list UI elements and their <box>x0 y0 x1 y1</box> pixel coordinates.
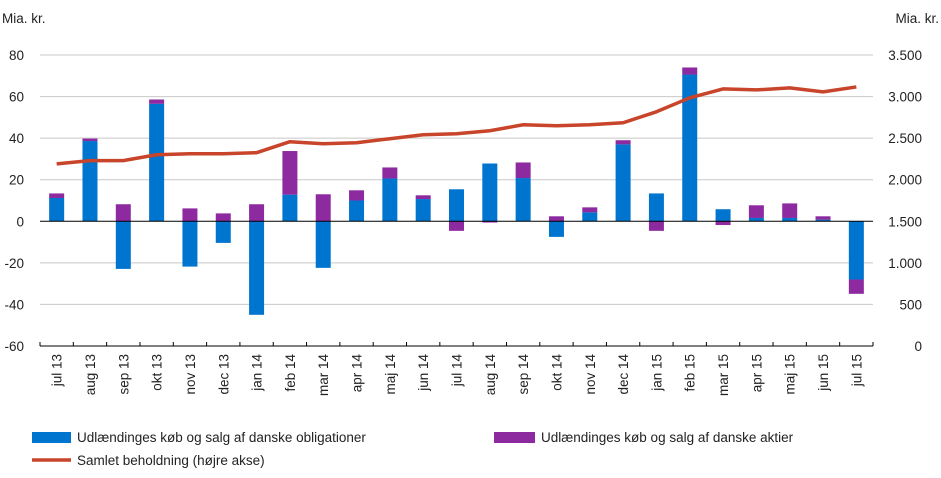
x-tick-label: sep 14 <box>516 354 531 395</box>
right-tick-label: 2.500 <box>888 131 922 146</box>
left-tick-label: -20 <box>4 256 24 271</box>
right-tick-label: 1.000 <box>888 256 922 271</box>
bar-bonds <box>482 164 497 222</box>
bar-bonds <box>182 221 197 266</box>
x-tick-label: maj 14 <box>383 354 398 395</box>
legend-label-total: Samlet beholdning (højre akse) <box>77 453 265 468</box>
left-tick-label: 20 <box>9 173 24 188</box>
right-tick-label: 3.000 <box>888 90 922 105</box>
bar-bonds <box>516 178 531 221</box>
bar-bonds <box>82 141 97 221</box>
x-tick-label: apr 15 <box>749 354 764 392</box>
x-tick-label: feb 14 <box>283 354 298 392</box>
x-tick-label: jun 14 <box>416 354 431 392</box>
x-tick-label: jan 14 <box>250 354 265 392</box>
bar-bonds <box>449 189 464 221</box>
bar-bonds <box>282 195 297 222</box>
bar-stocks <box>49 193 64 198</box>
bar-bonds <box>149 104 164 221</box>
x-tick-label: feb 15 <box>683 354 698 392</box>
x-tick-label: jul 15 <box>849 354 864 387</box>
left-tick-label: 0 <box>16 214 24 229</box>
bar-bonds <box>216 221 231 243</box>
bar-stocks <box>349 190 364 200</box>
x-tick-label: mar 14 <box>316 354 331 397</box>
bar-stocks <box>749 205 764 218</box>
bar-bonds <box>616 144 631 221</box>
right-axis-label: Mia. kr. <box>895 11 939 26</box>
x-tick-label: aug 13 <box>83 354 98 395</box>
bar-stocks <box>416 195 431 199</box>
x-tick-label: aug 14 <box>483 354 498 396</box>
right-tick-label: 2.000 <box>888 173 922 188</box>
bar-stocks <box>382 167 397 178</box>
bar-bonds <box>649 193 664 221</box>
legend-label-stocks: Udlændinges køb og salg af danske aktier <box>541 430 794 445</box>
bar-stocks <box>282 151 297 195</box>
bar-stocks <box>616 140 631 144</box>
bar-bonds <box>382 178 397 221</box>
x-tick-label: dec 14 <box>616 354 631 395</box>
bar-bonds <box>582 212 597 221</box>
bar-bonds <box>249 221 264 315</box>
line-total-holdings <box>57 87 857 164</box>
bar-stocks <box>449 221 464 231</box>
bar-stocks <box>316 194 331 221</box>
x-tick-label: okt 14 <box>549 354 564 391</box>
x-tick-label: nov 14 <box>583 354 598 395</box>
bar-stocks <box>82 139 97 141</box>
left-tick-label: -40 <box>4 297 24 312</box>
left-tick-label: 80 <box>9 48 24 63</box>
x-tick-label: maj 15 <box>783 354 798 395</box>
x-tick-label: mar 15 <box>716 354 731 396</box>
x-tick-label: jul 14 <box>450 354 465 388</box>
x-tick-label: okt 13 <box>150 354 165 391</box>
bar-bonds <box>549 221 564 237</box>
bar-stocks <box>649 221 664 231</box>
bar-stocks <box>716 221 731 225</box>
bar-stocks <box>549 216 564 221</box>
x-tick-label: sep 13 <box>116 354 131 395</box>
legend-label-bonds: Udlændinges køb og salg af danske obliga… <box>77 430 366 445</box>
bar-bonds <box>416 199 431 221</box>
bar-bonds <box>716 209 731 221</box>
bar-stocks <box>216 213 231 221</box>
bar-stocks <box>516 162 531 178</box>
right-tick-label: 0 <box>914 339 922 354</box>
bar-bonds <box>49 198 64 221</box>
legend-swatch-stocks <box>494 432 535 443</box>
bar-stocks <box>682 67 697 74</box>
bar-stocks <box>182 208 197 221</box>
bar-bonds <box>316 221 331 268</box>
left-tick-label: 60 <box>9 90 24 105</box>
left-tick-label: 40 <box>9 131 24 146</box>
bar-bonds <box>349 201 364 222</box>
left-tick-label: -60 <box>4 339 24 354</box>
bar-stocks <box>582 207 597 212</box>
bar-stocks <box>149 99 164 103</box>
right-tick-label: 500 <box>899 297 922 312</box>
x-tick-label: apr 14 <box>350 354 365 393</box>
bar-stocks <box>849 279 864 293</box>
x-tick-label: jul 13 <box>50 354 65 387</box>
bar-stocks <box>249 204 264 221</box>
x-tick-label: jun 15 <box>816 354 831 392</box>
bar-stocks <box>816 216 831 219</box>
bar-bonds <box>849 221 864 279</box>
legend-swatch-bonds <box>32 432 71 443</box>
right-tick-label: 1.500 <box>888 214 922 229</box>
bar-stocks <box>116 204 131 221</box>
left-axis-label: Mia. kr. <box>2 11 46 26</box>
x-tick-label: nov 13 <box>183 354 198 395</box>
x-tick-label: dec 13 <box>216 354 231 395</box>
right-tick-label: 3.500 <box>888 48 922 63</box>
bar-stocks <box>782 203 797 218</box>
bar-bonds <box>116 221 131 269</box>
x-tick-label: jan 15 <box>649 354 664 392</box>
